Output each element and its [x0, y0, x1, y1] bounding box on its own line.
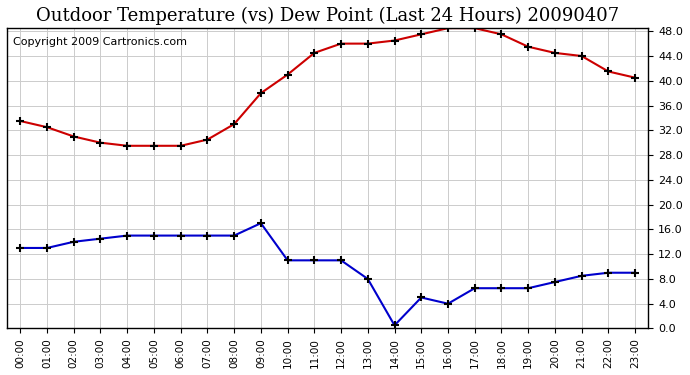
Title: Outdoor Temperature (vs) Dew Point (Last 24 Hours) 20090407: Outdoor Temperature (vs) Dew Point (Last… — [36, 7, 619, 25]
Text: Copyright 2009 Cartronics.com: Copyright 2009 Cartronics.com — [13, 37, 188, 47]
